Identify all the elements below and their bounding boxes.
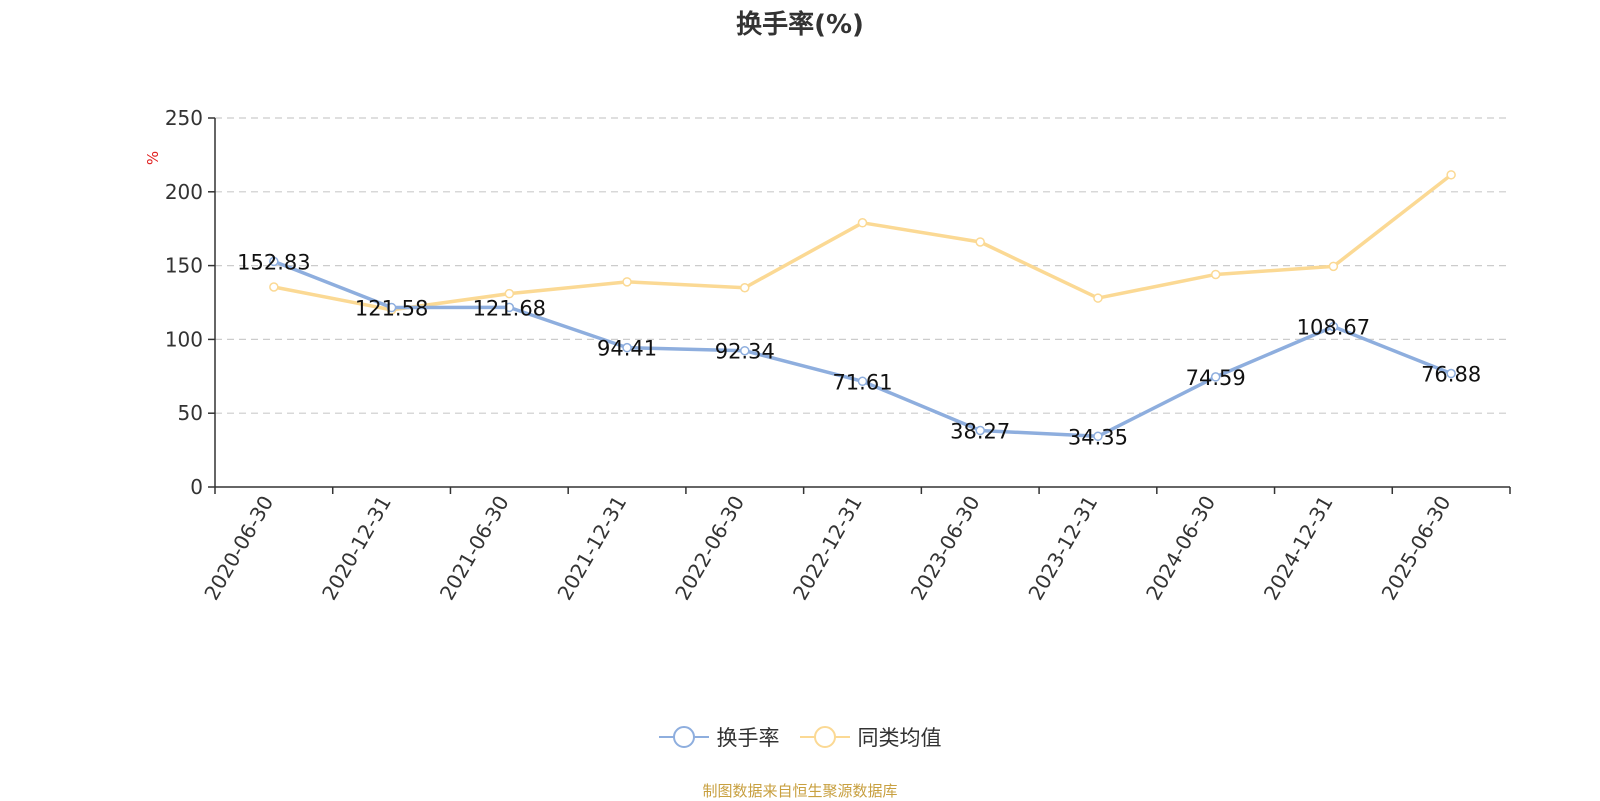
data-point[interactable] <box>269 256 279 267</box>
data-label: 152.83 <box>237 250 310 274</box>
y-tick-label: 100 <box>165 327 203 351</box>
x-tick-label: 2022-06-30 <box>670 492 749 605</box>
legend: 换手率 同类均值 <box>0 722 1600 752</box>
legend-item-turnover[interactable]: 换手率 <box>658 722 780 752</box>
data-point[interactable] <box>857 376 868 387</box>
y-tick-label: 50 <box>178 401 203 425</box>
data-point[interactable] <box>1093 293 1103 303</box>
y-tick-label: 150 <box>165 254 203 278</box>
data-label: 38.27 <box>950 420 1010 444</box>
data-label: 108.67 <box>1297 316 1370 340</box>
x-tick-label: 2025-06-30 <box>1377 492 1456 605</box>
chart-title: 换手率(%) <box>736 10 864 40</box>
x-tick-label: 2024-12-31 <box>1259 492 1338 605</box>
data-point[interactable] <box>504 288 515 299</box>
data-label: 71.61 <box>832 370 892 394</box>
y-tick-label: 200 <box>165 180 203 204</box>
x-tick-label: 2024-06-30 <box>1141 492 1220 605</box>
data-point[interactable] <box>386 302 397 313</box>
y-axis-label: % <box>144 151 162 165</box>
data-point[interactable] <box>1328 321 1339 332</box>
data-point[interactable] <box>975 237 985 247</box>
data-label: 92.34 <box>715 340 775 364</box>
data-label: 74.59 <box>1186 366 1246 390</box>
grid-lines <box>215 117 1510 414</box>
series-line-0 <box>273 259 1452 439</box>
data-point[interactable] <box>740 282 750 293</box>
y-tick-label: 0 <box>190 475 203 499</box>
data-point[interactable] <box>1328 261 1339 272</box>
x-tick-label: 2022-12-31 <box>788 492 867 605</box>
data-label: 121.58 <box>355 297 428 321</box>
data-point[interactable] <box>269 282 279 292</box>
data-point[interactable] <box>1210 372 1221 382</box>
legend-peer-average-icon <box>799 726 850 748</box>
data-point[interactable] <box>504 302 515 313</box>
data-label: 76.88 <box>1421 363 1481 387</box>
x-tick-label: 2020-12-31 <box>317 492 396 605</box>
data-point[interactable] <box>740 345 750 356</box>
data-label: 121.68 <box>473 296 546 320</box>
data-point[interactable] <box>622 342 632 353</box>
data-point[interactable] <box>622 277 632 287</box>
data-point[interactable] <box>1210 269 1221 280</box>
data-point[interactable] <box>857 218 868 228</box>
data-point[interactable] <box>975 425 985 436</box>
axes: 0 50 100 150 200 250% 2020-06-30 2020-12-31 2021… <box>144 106 1511 605</box>
legend-turnover-label: 换手率 <box>716 726 780 750</box>
series-lines <box>269 170 1456 442</box>
data-point[interactable] <box>1446 170 1456 180</box>
y-tick-label: 250 <box>165 106 203 130</box>
x-tick-label: 2023-06-30 <box>906 492 985 605</box>
legend-turnover-icon <box>658 726 709 748</box>
x-tick-label: 2021-06-30 <box>435 492 514 605</box>
legend-peer-average-label: 同类均值 <box>857 726 942 750</box>
legend-item-peer-average[interactable]: 同类均值 <box>799 722 942 752</box>
data-point[interactable] <box>1093 431 1103 442</box>
data-label: 34.35 <box>1068 425 1128 449</box>
series-line-1 <box>273 173 1453 312</box>
data-labels: 152.83 121.58 121.68 94.41 92.34 71.61 38.27 34… <box>237 250 1481 449</box>
data-label: 94.41 <box>597 337 657 361</box>
x-tick-label: 2020-06-30 <box>199 492 278 605</box>
source-note: 制图数据来自恒生聚源数据库 <box>702 782 898 800</box>
data-point[interactable] <box>1446 368 1456 379</box>
x-tick-label: 2023-12-31 <box>1023 492 1102 605</box>
x-tick-label: 2021-12-31 <box>552 492 631 605</box>
